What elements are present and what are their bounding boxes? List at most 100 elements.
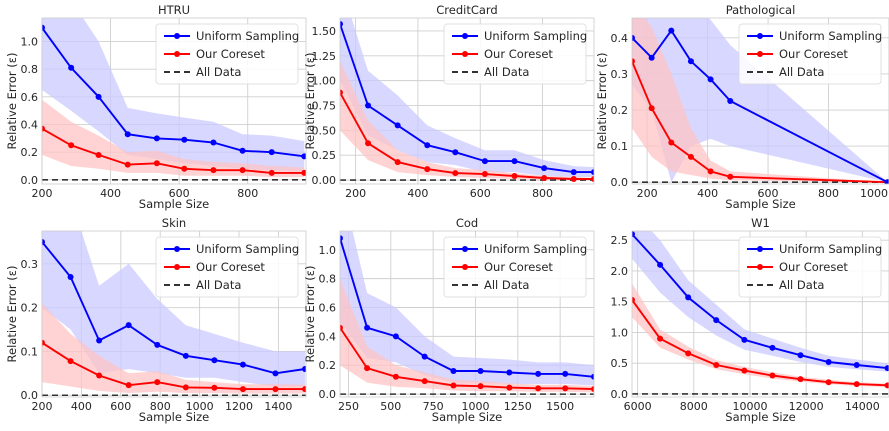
uniform-data-point xyxy=(239,147,246,154)
plot-frame xyxy=(339,17,595,185)
uniform-data-point xyxy=(591,373,594,380)
uniform-series-line xyxy=(340,23,594,174)
legend-label: All Data xyxy=(484,278,529,292)
uniform-data-point xyxy=(210,139,217,146)
x-tick-label: 10000 xyxy=(732,400,767,413)
coreset-data-point xyxy=(42,125,45,132)
y-tick-label: 1.25 xyxy=(312,50,337,63)
coreset-data-point xyxy=(125,382,132,389)
plot-area xyxy=(340,18,594,183)
x-tick-label: 14000 xyxy=(845,400,880,413)
coreset-data-point xyxy=(182,384,189,391)
coreset-data-point xyxy=(884,382,889,389)
y-tick-label: 1.50 xyxy=(312,25,337,38)
y-tick-label: 1.00 xyxy=(312,75,337,88)
uniform-data-point xyxy=(153,135,160,142)
coreset-data-point xyxy=(825,379,832,386)
coreset-data-point xyxy=(42,339,45,346)
legend-label: Uniform Sampling xyxy=(779,29,882,43)
coreset-data-point xyxy=(340,324,343,331)
coreset-data-point xyxy=(741,367,748,374)
x-tick-label: 600 xyxy=(110,400,131,413)
legend-marker xyxy=(174,51,180,57)
y-tick-label: 0.00 xyxy=(312,174,337,187)
y-axis-label: Relative Error (ε) xyxy=(5,266,19,363)
coreset-data-point xyxy=(685,350,692,357)
x-tick-label: 1000 xyxy=(860,187,888,200)
coreset-data-point xyxy=(668,139,675,146)
uniform-data-point xyxy=(364,324,371,331)
coreset-confidence-band xyxy=(42,303,305,394)
uniform-data-point xyxy=(301,153,306,160)
chart-title: Pathological xyxy=(726,3,796,17)
legend-label: Our Coreset xyxy=(196,260,265,274)
uniform-confidence-band xyxy=(42,18,305,172)
uniform-data-point xyxy=(727,98,734,104)
uniform-data-point xyxy=(125,322,132,329)
x-tick-label: 600 xyxy=(758,187,779,200)
legend-box xyxy=(738,23,882,85)
coreset-data-point xyxy=(153,160,160,167)
uniform-data-point xyxy=(154,341,161,348)
x-axis-label: Sample Size xyxy=(432,410,502,424)
uniform-data-point xyxy=(268,149,275,156)
chart-title: W1 xyxy=(751,216,770,230)
y-tick-label: 0.3 xyxy=(21,258,39,271)
x-axis-label: Sample Size xyxy=(725,410,795,424)
y-tick-label: 0.0 xyxy=(319,388,337,401)
uniform-data-point xyxy=(302,365,306,372)
uniform-data-point xyxy=(853,362,860,369)
x-axis-label: Sample Size xyxy=(139,410,209,424)
uniform-data-point xyxy=(42,238,45,245)
coreset-data-point xyxy=(181,165,188,172)
legend-label: Uniform Sampling xyxy=(779,242,882,256)
uniform-data-point xyxy=(632,231,635,238)
plot-frame xyxy=(41,17,307,185)
uniform-data-point xyxy=(632,34,635,41)
x-tick-label: 800 xyxy=(150,400,171,413)
legend-marker xyxy=(757,33,763,39)
y-tick-label: 0.8 xyxy=(21,63,39,76)
uniform-data-point xyxy=(648,54,655,61)
uniform-data-point xyxy=(424,142,431,149)
legend-marker xyxy=(757,246,763,252)
x-tick-label: 200 xyxy=(32,187,53,200)
x-tick-label: 1000 xyxy=(461,400,489,413)
coreset-series-line xyxy=(632,299,888,387)
legend-label: All Data xyxy=(196,278,241,292)
uniform-data-point xyxy=(591,169,594,176)
coreset-data-point xyxy=(591,176,594,183)
uniform-series-line xyxy=(340,237,594,378)
x-tick-label: 800 xyxy=(532,187,553,200)
legend-label: Uniform Sampling xyxy=(484,29,587,43)
y-tick-label: 0.3 xyxy=(611,68,629,81)
y-tick-label: 0.8 xyxy=(319,273,337,286)
chart-panel-5: 250 500 750 1000 1250 1500 0.0 0.2 0.4 0.6 0.8 1.0 C… xyxy=(303,216,595,424)
chart-panel-3: 200 400 600 800 1000 0.0 0.1 0.2 0.3 0.4 Pathologi… xyxy=(595,3,889,211)
coreset-data-point xyxy=(452,170,459,177)
plot-area xyxy=(632,18,889,184)
x-tick-label: 200 xyxy=(32,400,53,413)
coreset-data-point xyxy=(707,168,714,175)
uniform-data-point xyxy=(769,344,776,351)
uniform-confidence-band xyxy=(340,18,594,177)
x-tick-label: 1000 xyxy=(186,400,214,413)
x-tick-label: 400 xyxy=(71,400,92,413)
uniform-data-point xyxy=(657,261,664,268)
y-tick-label: 0.6 xyxy=(319,302,337,315)
legend-label: Uniform Sampling xyxy=(196,29,299,43)
legend-label: All Data xyxy=(196,65,241,79)
y-axis-label: Relative Error (ε) xyxy=(5,53,19,150)
chart-title: HTRU xyxy=(158,3,190,17)
uniform-data-point xyxy=(884,179,889,184)
coreset-series-line xyxy=(42,341,305,391)
y-axis-label: Relative Error (ε) xyxy=(595,53,609,150)
x-tick-label: 200 xyxy=(345,187,366,200)
coreset-data-point xyxy=(687,153,694,160)
coreset-data-point xyxy=(535,385,542,392)
y-tick-label: 0.0 xyxy=(21,389,39,402)
x-tick-label: 12000 xyxy=(789,400,824,413)
uniform-data-point xyxy=(450,368,457,375)
y-tick-label: 0.4 xyxy=(319,330,337,343)
coreset-data-point xyxy=(96,372,103,379)
